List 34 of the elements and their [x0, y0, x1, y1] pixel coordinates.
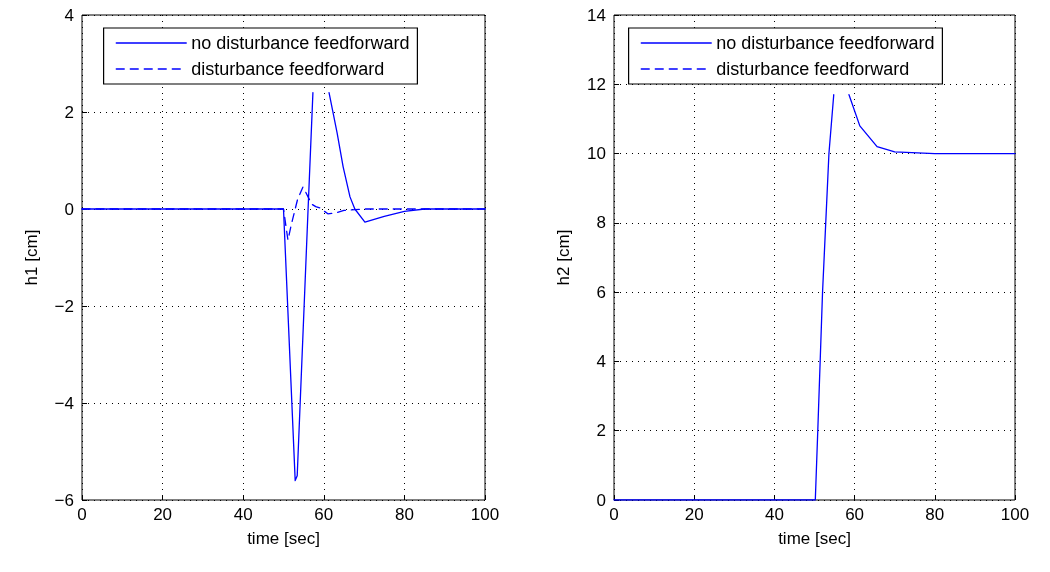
y-tick-label: −6 [54, 490, 74, 510]
x-axis-title: time [sec] [778, 529, 851, 548]
y-tick-label: 12 [587, 74, 606, 94]
y-tick-label: 8 [596, 213, 606, 233]
legend-label: no disturbance feedforward [716, 33, 935, 53]
y-tick-label: 4 [64, 5, 74, 25]
y-axis-title: h2 [cm] [554, 229, 573, 286]
x-tick-label: 40 [764, 505, 784, 524]
y-tick-label: 0 [64, 199, 74, 219]
x-tick-label: 60 [845, 505, 865, 524]
x-axis-title: time [sec] [247, 529, 320, 548]
y-tick-label: −2 [54, 296, 74, 316]
x-tick-label: 20 [684, 505, 704, 524]
legend-label: no disturbance feedforward [191, 33, 410, 53]
y-axis-title: h1 [cm] [22, 229, 41, 286]
legend-label: disturbance feedforward [716, 59, 910, 79]
x-tick-label: 100 [1000, 505, 1030, 524]
x-tick-label: 60 [314, 505, 334, 524]
x-tick-label: 20 [153, 505, 173, 524]
y-tick-label: 2 [596, 421, 606, 441]
y-tick-label: 0 [596, 490, 606, 510]
y-tick-label: 4 [596, 351, 606, 371]
x-tick-label: 0 [609, 505, 619, 524]
x-tick-label: 40 [233, 505, 253, 524]
legend-label: disturbance feedforward [191, 59, 385, 79]
x-tick-label: 100 [470, 505, 500, 524]
y-tick-label: 10 [587, 144, 606, 164]
x-tick-label: 80 [925, 505, 945, 524]
x-tick-label: 0 [77, 505, 87, 524]
x-tick-label: 80 [394, 505, 414, 524]
y-tick-label: 2 [64, 102, 74, 122]
y-tick-label: 14 [587, 5, 606, 25]
y-tick-label: −4 [54, 393, 74, 413]
y-tick-label: 6 [596, 282, 606, 302]
